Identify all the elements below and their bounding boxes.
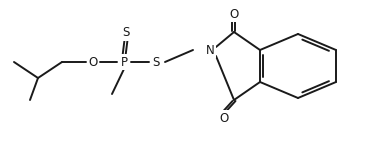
Text: P: P (120, 56, 128, 68)
Text: S: S (122, 27, 130, 39)
Text: O: O (88, 56, 98, 68)
Text: S: S (152, 56, 160, 68)
Text: N: N (206, 44, 214, 56)
Text: O: O (229, 7, 239, 20)
Text: O: O (220, 112, 229, 124)
